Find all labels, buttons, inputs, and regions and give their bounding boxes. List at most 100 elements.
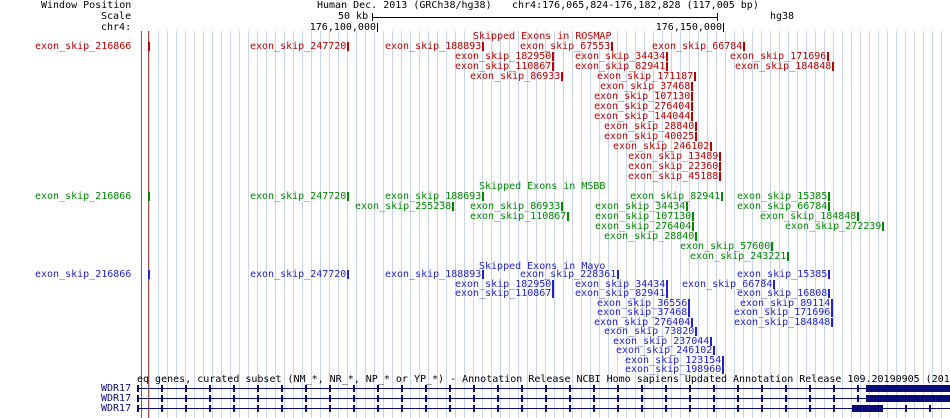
exon-skip-label-mayo[interactable]: exon_skip_198960 (625, 364, 722, 375)
exon-skip-label-rosmap[interactable]: exon_skip_184848 (735, 61, 832, 72)
exon-feature-tick[interactable] (831, 308, 833, 317)
exon-skip-label-mayo[interactable]: exon_skip_73820 (604, 326, 695, 337)
exon-feature-tick[interactable] (666, 289, 668, 298)
exon-skip-label-mayo[interactable]: exon_skip_16808 (737, 288, 828, 299)
exon-feature-tick[interactable] (691, 82, 693, 91)
exon-feature-tick[interactable] (691, 102, 693, 111)
exon-skip-label-mayo[interactable]: exon_skip_276404 (594, 317, 691, 328)
exon-skip-label-mayo[interactable]: exon_skip_34434 (575, 279, 666, 290)
exon-feature-tick[interactable] (827, 52, 829, 61)
exon-skip-label-msbb[interactable]: exon_skip_28840 (604, 231, 695, 242)
exon-feature-tick[interactable] (686, 202, 688, 211)
exon-feature-tick[interactable] (691, 112, 693, 121)
exon-feature-tick[interactable] (695, 232, 697, 241)
exon-skip-label-msbb[interactable]: exon_skip_110867 (470, 211, 567, 222)
exon-skip-label-rosmap[interactable]: exon_skip_188893 (385, 41, 482, 52)
exon-skip-label-mayo[interactable]: exon_skip_182950 (455, 279, 552, 290)
exon-feature-tick[interactable] (719, 152, 721, 161)
exon-feature-tick[interactable] (552, 289, 554, 298)
exon-skip-label-mayo[interactable]: exon_skip_82941 (575, 288, 666, 299)
exon-feature-tick[interactable] (347, 192, 349, 201)
exon-skip-label-msbb[interactable]: exon_skip_57600 (680, 241, 771, 252)
exon-skip-label-mayo[interactable]: exon_skip_36556 (597, 298, 688, 309)
exon-skip-label-mayo[interactable]: exon_skip_66784 (682, 279, 773, 290)
exon-skip-label-mayo[interactable]: exon_skip_15385 (737, 269, 828, 280)
exon-skip-label-rosmap[interactable]: exon_skip_37468 (600, 81, 691, 92)
exon-feature-tick[interactable] (832, 62, 834, 71)
exon-feature-tick[interactable] (694, 72, 696, 81)
exon-skip-label-rosmap[interactable]: exon_skip_216866 (35, 41, 132, 52)
exon-skip-label-mayo[interactable]: exon_skip_216866 (35, 269, 132, 280)
exon-skip-label-msbb[interactable]: exon_skip_82941 (630, 191, 721, 202)
exon-skip-label-rosmap[interactable]: exon_skip_22360 (628, 161, 719, 172)
exon-skip-label-rosmap[interactable]: exon_skip_171187 (597, 71, 694, 82)
exon-skip-label-rosmap[interactable]: exon_skip_86933 (470, 71, 561, 82)
exon-feature-tick[interactable] (691, 92, 693, 101)
exon-feature-tick[interactable] (710, 337, 712, 346)
exon-skip-label-rosmap[interactable]: exon_skip_247720 (250, 41, 347, 52)
exon-feature-tick[interactable] (695, 132, 697, 141)
exon-feature-tick[interactable] (692, 222, 694, 231)
exon-feature-tick[interactable] (688, 299, 690, 308)
exon-feature-tick[interactable] (828, 289, 830, 298)
exon-skip-label-rosmap[interactable]: exon_skip_82941 (575, 61, 666, 72)
exon-skip-label-msbb[interactable]: exon_skip_272239 (785, 221, 882, 232)
exon-feature-tick[interactable] (347, 42, 349, 51)
exon-feature-tick[interactable] (666, 62, 668, 71)
exon-feature-tick[interactable] (722, 356, 724, 365)
exon-feature-tick[interactable] (567, 212, 569, 221)
exon-feature-tick[interactable] (561, 72, 563, 81)
track-title-mayo[interactable]: Skipped Exons in Mayo (479, 261, 606, 272)
exon-feature-tick[interactable] (771, 242, 773, 251)
exon-feature-tick[interactable] (688, 308, 690, 317)
exon-skip-label-rosmap[interactable]: exon_skip_276404 (594, 101, 691, 112)
exon-skip-label-msbb[interactable]: exon_skip_243221 (690, 251, 787, 262)
gene-label[interactable]: WDR17 (101, 383, 132, 394)
exon-skip-label-msbb[interactable]: exon_skip_216866 (35, 191, 132, 202)
exon-feature-tick[interactable] (617, 270, 619, 279)
exon-feature-tick[interactable] (713, 346, 715, 355)
exon-skip-label-rosmap[interactable]: exon_skip_107130 (594, 91, 691, 102)
exon-feature-tick[interactable] (692, 212, 694, 221)
exon-skip-label-msbb[interactable]: exon_skip_247720 (250, 191, 347, 202)
exon-feature-tick[interactable] (721, 192, 723, 201)
exon-skip-label-rosmap[interactable]: exon_skip_246102 (613, 141, 710, 152)
track-title-msbb[interactable]: Skipped Exons in MSBB (479, 181, 606, 192)
exon-skip-label-rosmap[interactable]: exon_skip_45188 (628, 171, 719, 182)
exon-feature-tick[interactable] (710, 142, 712, 151)
exon-skip-label-msbb[interactable]: exon_skip_107130 (595, 211, 692, 222)
exon-skip-label-mayo[interactable]: exon_skip_247720 (250, 269, 347, 280)
exon-skip-label-msbb[interactable]: exon_skip_86933 (470, 201, 561, 212)
exon-feature-tick[interactable] (148, 42, 150, 51)
exon-skip-label-mayo[interactable]: exon_skip_37468 (597, 307, 688, 318)
exon-feature-tick[interactable] (666, 280, 668, 289)
exon-feature-tick[interactable] (787, 252, 789, 261)
exon-feature-tick[interactable] (882, 222, 884, 231)
gene-exon-block[interactable] (852, 405, 882, 412)
refseq-track-description[interactable]: eq genes, curated subset (NM_*, NR_*, NP… (137, 374, 950, 385)
exon-skip-label-msbb[interactable]: exon_skip_66784 (737, 201, 828, 212)
exon-skip-label-rosmap[interactable]: exon_skip_34434 (575, 51, 666, 62)
exon-skip-label-rosmap[interactable]: exon_skip_182950 (455, 51, 552, 62)
exon-feature-tick[interactable] (773, 280, 775, 289)
exon-feature-tick[interactable] (611, 42, 613, 51)
exon-skip-label-mayo[interactable]: exon_skip_123154 (625, 355, 722, 366)
exon-feature-tick[interactable] (552, 62, 554, 71)
gene-exon-block[interactable] (866, 385, 950, 392)
exon-feature-tick[interactable] (482, 192, 484, 201)
exon-feature-tick[interactable] (561, 202, 563, 211)
exon-feature-tick[interactable] (743, 42, 745, 51)
exon-skip-label-mayo[interactable]: exon_skip_184848 (734, 317, 831, 328)
exon-feature-tick[interactable] (719, 162, 721, 171)
exon-feature-tick[interactable] (695, 122, 697, 131)
exon-feature-tick[interactable] (148, 270, 150, 279)
gene-model[interactable] (137, 405, 950, 412)
exon-skip-label-rosmap[interactable]: exon_skip_144044 (594, 111, 691, 122)
exon-skip-label-msbb[interactable]: exon_skip_184848 (760, 211, 857, 222)
exon-feature-tick[interactable] (719, 172, 721, 181)
exon-skip-label-mayo[interactable]: exon_skip_171696 (734, 307, 831, 318)
exon-feature-tick[interactable] (828, 202, 830, 211)
exon-feature-tick[interactable] (666, 52, 668, 61)
exon-skip-label-msbb[interactable]: exon_skip_15385 (737, 191, 828, 202)
exon-skip-label-mayo[interactable]: exon_skip_246102 (616, 345, 713, 356)
